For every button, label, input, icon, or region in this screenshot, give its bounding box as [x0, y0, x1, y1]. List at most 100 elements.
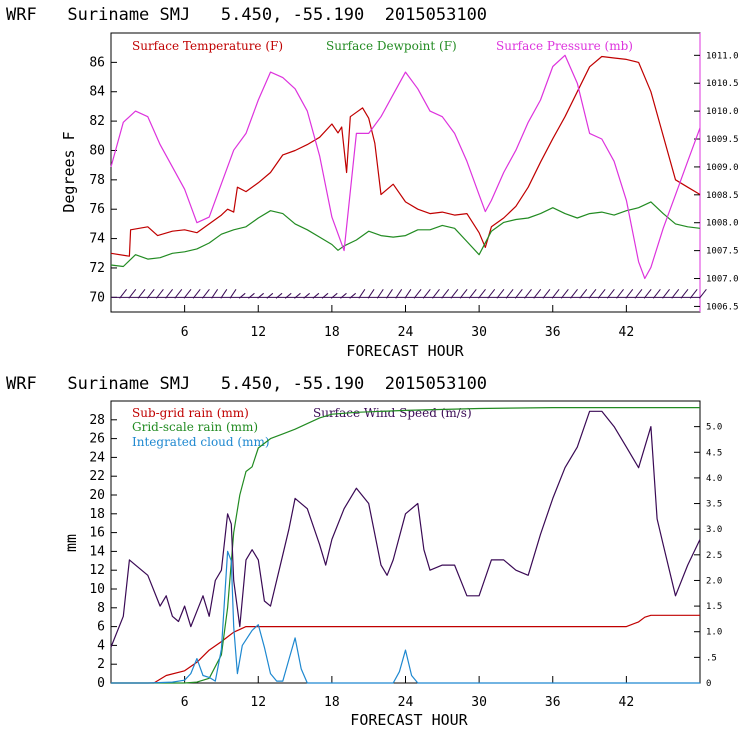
top-y-tick-label: 82 — [89, 114, 105, 129]
bottom-series-sub-grid-rain-mm — [111, 614, 700, 684]
bottom-y2-tick-label: 1.5 — [706, 602, 722, 612]
wind-barb — [652, 289, 661, 299]
top-y-tick-label: 78 — [89, 173, 105, 188]
wind-barb — [404, 289, 412, 299]
bottom-y-tick-label: 0 — [97, 676, 105, 691]
legend-gridscale-rain: Grid-scale rain (mm) — [132, 420, 258, 434]
wind-barb — [312, 292, 320, 299]
top-axis-ticks: 6 12 18 24 30 36 42 70 72 74 76 78 80 82 84 86 1006.5 100… — [89, 51, 738, 340]
top-chart-title: WRF Suriname SMJ 5.450, -55.190 20150531… — [6, 5, 487, 25]
bottom-series-group — [110, 407, 701, 684]
wind-barb — [496, 289, 505, 299]
wind-barb — [229, 289, 237, 299]
wind-barb — [220, 289, 228, 299]
wind-barb — [551, 289, 560, 299]
bottom-y2-tick-label: 4.0 — [706, 474, 722, 484]
wind-barb — [459, 289, 468, 299]
wind-barb — [202, 289, 210, 299]
bottom-x-tick-label: 24 — [398, 695, 414, 710]
bottom-y-tick-label: 28 — [89, 413, 105, 428]
wind-barb — [698, 289, 707, 299]
top-x-tick-label: 42 — [619, 325, 635, 340]
legend-pressure: Surface Pressure (mb) — [496, 39, 633, 53]
legend-integrated-cloud: Integrated cloud (mm) — [132, 435, 270, 449]
wind-barb — [422, 289, 431, 299]
bottom-x-tick-label: 12 — [250, 695, 266, 710]
legend-subgrid-rain: Sub-grid rain (mm) — [132, 406, 249, 420]
wind-barb — [432, 289, 440, 299]
bottom-series-grid-scale-rain-mm — [111, 407, 700, 684]
bottom-axis-ticks: 6 12 18 24 30 36 4202468101214161820222426280.… — [89, 413, 722, 710]
top-x-axis-label: FORECAST HOUR — [346, 342, 464, 360]
legend-wind-speed: Surface Wind Speed (m/s) — [313, 406, 472, 420]
bottom-y2-tick-label: 3.0 — [706, 525, 722, 535]
wind-barb — [606, 289, 615, 299]
top-plot-frame — [110, 32, 701, 313]
wind-barb — [156, 289, 164, 299]
wind-barb — [248, 292, 255, 299]
bottom-y-tick-label: 18 — [89, 507, 105, 522]
wind-barb — [330, 292, 338, 299]
wind-barb — [321, 292, 329, 299]
wind-barb — [284, 292, 292, 299]
wind-barb — [192, 289, 201, 299]
bottom-y-tick-label: 16 — [89, 526, 105, 541]
wind-barb — [542, 289, 551, 299]
bottom-y-tick-label: 12 — [89, 563, 105, 578]
top-x-tick-label: 36 — [545, 325, 561, 340]
wind-barb — [119, 289, 127, 299]
top-y2-tick-label: 1009.0 — [706, 163, 739, 173]
bottom-y2-tick-label: 1.0 — [706, 628, 722, 638]
wind-barb — [588, 289, 597, 299]
wind-barb — [625, 289, 634, 299]
wind-barb — [183, 289, 192, 299]
bottom-x-tick-label: 36 — [545, 695, 561, 710]
wind-barb — [505, 289, 514, 299]
top-y2-tick-label: 1009.5 — [706, 135, 739, 145]
legend-dewpoint: Surface Dewpoint (F) — [326, 39, 457, 53]
top-y2-tick-label: 1010.0 — [706, 107, 739, 117]
wind-barb — [478, 289, 486, 299]
bottom-x-tick-label: 6 — [181, 695, 189, 710]
wind-barb — [671, 289, 680, 299]
wind-barb — [211, 289, 219, 299]
wind-barb — [386, 289, 393, 299]
wind-barb — [560, 289, 569, 299]
bottom-y-axis-label: mm — [62, 534, 80, 552]
top-y-tick-label: 76 — [89, 202, 105, 217]
bottom-y2-tick-label: .5 — [706, 653, 717, 663]
wind-barb — [137, 289, 146, 299]
bottom-y2-tick-label: 0 — [706, 679, 711, 689]
bottom-y-tick-label: 8 — [97, 601, 105, 616]
wind-barb — [303, 292, 310, 299]
top-y-tick-label: 80 — [89, 143, 105, 158]
wind-barb — [376, 289, 384, 299]
wind-barb — [413, 289, 422, 299]
wind-barb — [579, 289, 588, 299]
wind-barb — [340, 292, 347, 299]
wind-barb — [616, 289, 624, 299]
top-x-tick-label: 24 — [398, 325, 414, 340]
bottom-x-tick-label: 30 — [471, 695, 487, 710]
wind-barb — [643, 289, 652, 299]
bottom-y2-tick-label: 2.5 — [706, 551, 722, 561]
top-y2-tick-label: 1008.0 — [706, 219, 739, 229]
top-series-surface-temperature-f — [110, 55, 701, 257]
bottom-y-tick-label: 24 — [89, 450, 105, 465]
top-y2-tick-label: 1007.0 — [706, 275, 739, 285]
wind-barb — [128, 289, 137, 299]
wind-barb — [174, 289, 183, 299]
top-series-group — [110, 54, 701, 280]
wind-barb — [266, 292, 274, 299]
wind-barbs — [111, 289, 707, 299]
top-y-tick-label: 74 — [89, 232, 105, 247]
bottom-y2-tick-label: 4.5 — [706, 448, 722, 458]
bottom-y2-tick-label: 3.5 — [706, 500, 722, 510]
top-y-tick-label: 86 — [89, 55, 105, 70]
wind-barb — [597, 289, 606, 299]
wind-barb — [238, 292, 246, 299]
top-y-tick-label: 84 — [89, 85, 105, 100]
wind-barb — [146, 289, 155, 299]
wind-barb — [294, 292, 301, 299]
